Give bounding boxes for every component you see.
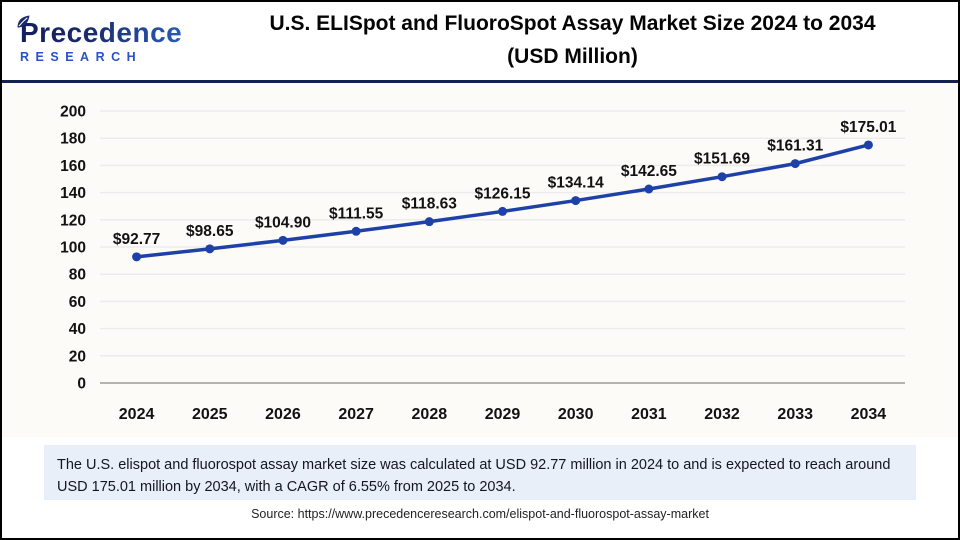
- data-point: [278, 235, 288, 245]
- logo-wordmark: Precedence: [20, 18, 217, 48]
- data-label: $104.90: [255, 214, 311, 231]
- data-label: $98.65: [186, 223, 234, 240]
- title-line-1: U.S. ELISpot and FluoroSpot Assay Market…: [269, 12, 876, 36]
- chart-canvas: 0 20 40 60 80 100 120 140 160 180 200 2024 2025 2026 2…: [60, 104, 905, 423]
- data-point: [571, 196, 581, 206]
- data-label: $92.77: [113, 231, 160, 248]
- x-tick-label: 2032: [704, 406, 740, 423]
- data-point: [790, 159, 800, 169]
- title-line-2: (USD Million): [507, 45, 638, 68]
- data-point: [351, 226, 361, 236]
- data-label: $142.65: [621, 163, 677, 180]
- y-tick-label: 100: [60, 240, 86, 257]
- data-point: [863, 140, 873, 150]
- y-tick-label: 80: [69, 267, 86, 284]
- data-point: [498, 206, 507, 216]
- data-point: [132, 252, 142, 262]
- data-point: [717, 172, 727, 182]
- header: Precedence RESEARCH U.S. ELISpot and Flu…: [2, 2, 958, 83]
- x-tick-label: 2030: [558, 406, 594, 423]
- page-title: U.S. ELISpot and FluoroSpot Assay Market…: [217, 8, 958, 73]
- x-tick-label: 2029: [485, 406, 521, 423]
- y-tick-label: 200: [60, 104, 86, 121]
- data-label: $111.55: [329, 205, 384, 222]
- y-tick-label: 160: [60, 158, 86, 175]
- data-point: [205, 244, 215, 254]
- x-tick-label: 2031: [631, 406, 667, 423]
- y-tick-label: 60: [69, 294, 86, 311]
- x-tick-label: 2024: [119, 406, 155, 423]
- x-tick-label: 2025: [192, 406, 228, 423]
- x-tick-label: 2033: [777, 406, 813, 423]
- y-tick-label: 0: [77, 376, 86, 393]
- data-point: [424, 217, 434, 227]
- data-label: $134.14: [548, 175, 604, 192]
- data-label: $151.69: [694, 151, 750, 168]
- leaf-icon: [17, 15, 30, 28]
- y-tick-label: 180: [60, 131, 86, 148]
- x-tick-label: 2034: [851, 406, 887, 423]
- y-tick-label: 40: [69, 321, 86, 338]
- precedence-research-logo: Precedence RESEARCH: [2, 15, 217, 64]
- x-tick-label: 2028: [412, 406, 448, 423]
- data-label: $118.63: [402, 196, 458, 213]
- data-point: [644, 184, 654, 194]
- market-size-line-chart: 0 20 40 60 80 100 120 140 160 180 200 2024 2025 2026 2…: [2, 83, 958, 437]
- data-label: $175.01: [840, 119, 896, 136]
- source-citation: Source: https://www.precedenceresearch.c…: [251, 507, 709, 521]
- x-tick-label: 2026: [265, 406, 301, 423]
- data-label: $161.31: [767, 138, 823, 155]
- y-tick-label: 140: [60, 185, 86, 202]
- data-label: $126.15: [474, 185, 530, 202]
- x-tick-label: 2027: [338, 406, 374, 423]
- summary-note: The U.S. elispot and fluorospot assay ma…: [44, 445, 916, 500]
- y-tick-label: 120: [60, 212, 86, 229]
- y-tick-label: 20: [69, 348, 86, 365]
- logo-subtitle: RESEARCH: [20, 49, 143, 64]
